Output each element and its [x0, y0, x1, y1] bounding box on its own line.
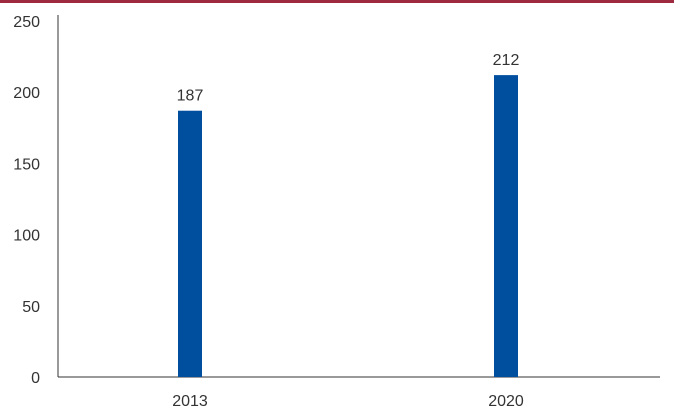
y-tick-label: 200 [13, 85, 40, 102]
y-tick-label: 100 [13, 228, 40, 245]
y-tick-label: 150 [13, 156, 40, 173]
y-tick-label: 50 [22, 299, 40, 316]
data-label: 212 [493, 52, 520, 69]
x-tick-label: 2013 [172, 393, 208, 410]
bar [494, 75, 518, 377]
data-label: 187 [177, 88, 204, 105]
y-tick-label: 0 [31, 370, 40, 387]
top-accent-rule [0, 0, 674, 3]
bar [178, 110, 202, 377]
x-tick-label: 2020 [488, 393, 524, 410]
y-tick-label: 250 [13, 14, 40, 31]
